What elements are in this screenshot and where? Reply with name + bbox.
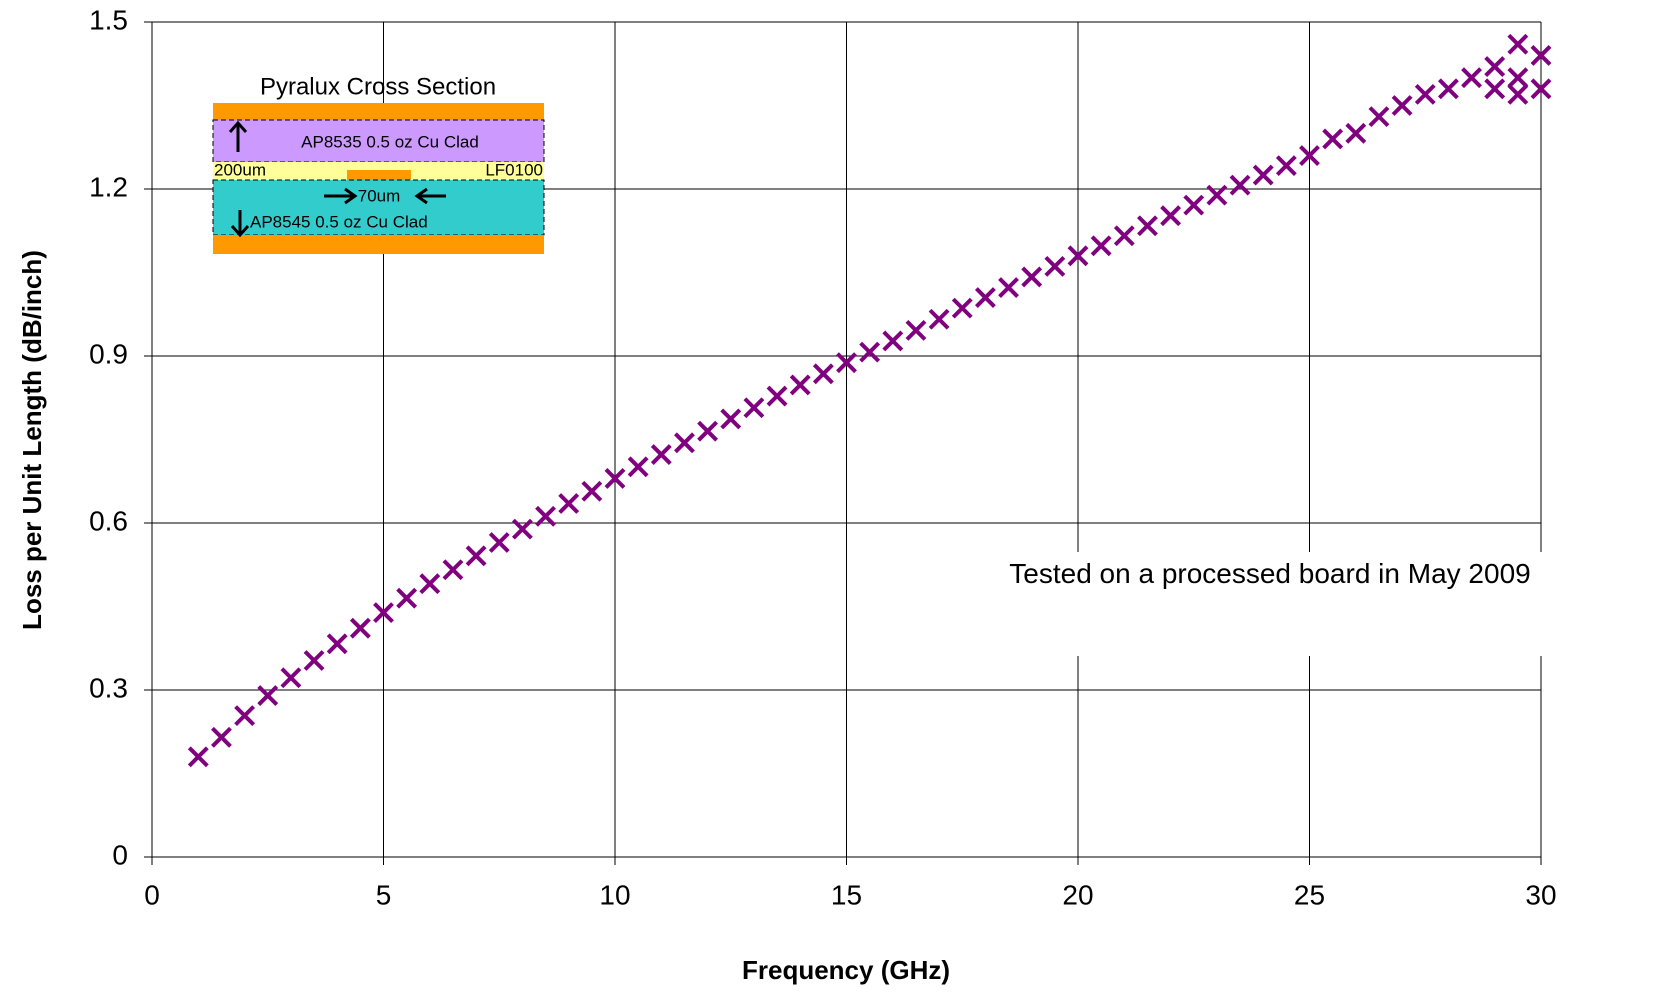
marker — [650, 444, 672, 465]
marker — [419, 573, 441, 595]
marker — [1530, 44, 1552, 66]
marker — [1484, 56, 1506, 77]
marker — [373, 602, 394, 624]
y-tick-label: 0.9 — [89, 338, 128, 369]
marker — [187, 746, 209, 768]
inset-title: Pyralux Cross Section — [260, 73, 496, 100]
marker — [1461, 67, 1482, 89]
marker — [998, 277, 1019, 298]
copper — [213, 235, 544, 254]
marker — [465, 545, 487, 567]
marker — [1137, 215, 1158, 237]
marker — [442, 559, 464, 581]
grid — [144, 21, 1542, 865]
marker — [211, 726, 232, 748]
marker — [303, 650, 325, 671]
marker — [1183, 194, 1205, 216]
marker — [1275, 155, 1297, 177]
marker — [1414, 83, 1436, 105]
marker — [720, 408, 742, 430]
marker — [1021, 266, 1043, 288]
marker — [1484, 78, 1506, 100]
x-tick-label: 25 — [1294, 879, 1325, 910]
marker — [1507, 83, 1529, 105]
inset-label: 70um — [358, 186, 401, 205]
marker — [1113, 225, 1135, 247]
marker — [581, 480, 603, 502]
marker — [882, 330, 904, 352]
marker — [789, 374, 811, 396]
marker — [928, 308, 950, 330]
marker — [1160, 205, 1182, 227]
marker — [535, 505, 556, 527]
x-tick-label: 5 — [376, 879, 392, 910]
marker — [859, 341, 881, 363]
marker — [349, 617, 371, 639]
annotation: Tested on a processed board in May 2009 — [950, 552, 1590, 656]
marker — [1044, 255, 1066, 277]
y-tick-label: 1.2 — [89, 171, 128, 202]
marker — [280, 667, 302, 689]
x-tick-label: 0 — [144, 879, 160, 910]
marker — [234, 705, 256, 727]
layer — [212, 179, 545, 236]
trace — [347, 170, 411, 180]
x-tick-label: 20 — [1062, 879, 1093, 910]
marker — [1229, 174, 1251, 196]
marker — [1067, 245, 1089, 267]
y-axis-label: Loss per Unit Length (dB/inch) — [17, 250, 47, 630]
marker — [1437, 78, 1459, 100]
marker — [1530, 78, 1552, 100]
marker — [812, 363, 834, 385]
marker — [766, 385, 788, 407]
marker — [1090, 235, 1112, 257]
copper — [213, 103, 544, 120]
x-tick-label: 30 — [1525, 879, 1556, 910]
marker — [905, 319, 927, 341]
inset-label: AP8545 0.5 oz Cu Clad — [250, 212, 428, 231]
marker — [1507, 33, 1529, 55]
marker — [326, 633, 348, 655]
marker — [1322, 128, 1344, 150]
marker — [697, 420, 719, 442]
marker — [488, 532, 510, 553]
marker — [511, 518, 533, 540]
y-tick-label: 1.5 — [89, 4, 128, 35]
marker — [951, 297, 973, 319]
inset-label: LF0100 — [485, 160, 543, 179]
marker — [1507, 67, 1529, 89]
marker — [1391, 95, 1413, 116]
x-tick-label: 15 — [831, 879, 862, 910]
arrow — [228, 120, 446, 238]
marker — [1368, 106, 1390, 128]
inset-label: AP8535 0.5 oz Cu Clad — [301, 132, 479, 151]
layer — [212, 119, 545, 163]
marker — [1345, 122, 1367, 144]
y-tick-label: 0.6 — [89, 505, 128, 536]
marker — [604, 468, 626, 489]
marker — [558, 493, 580, 514]
marker — [627, 456, 649, 478]
x-tick-label: 10 — [599, 879, 630, 910]
marker — [257, 685, 279, 706]
marker — [836, 352, 857, 374]
marker — [974, 287, 996, 308]
x-axis-label: Frequency (GHz) — [742, 955, 950, 985]
marker — [1252, 164, 1274, 186]
inset-diagram: Pyralux Cross Section AP8535 0.5 oz Cu C… — [212, 73, 545, 254]
inset-label: 200um — [214, 160, 266, 179]
marker — [674, 432, 695, 454]
y-tick-label: 0 — [112, 839, 128, 870]
marker — [1206, 184, 1228, 206]
marker — [1299, 145, 1320, 167]
y-tick-label: 0.3 — [89, 672, 128, 703]
marker — [743, 397, 765, 419]
marker — [396, 587, 418, 609]
